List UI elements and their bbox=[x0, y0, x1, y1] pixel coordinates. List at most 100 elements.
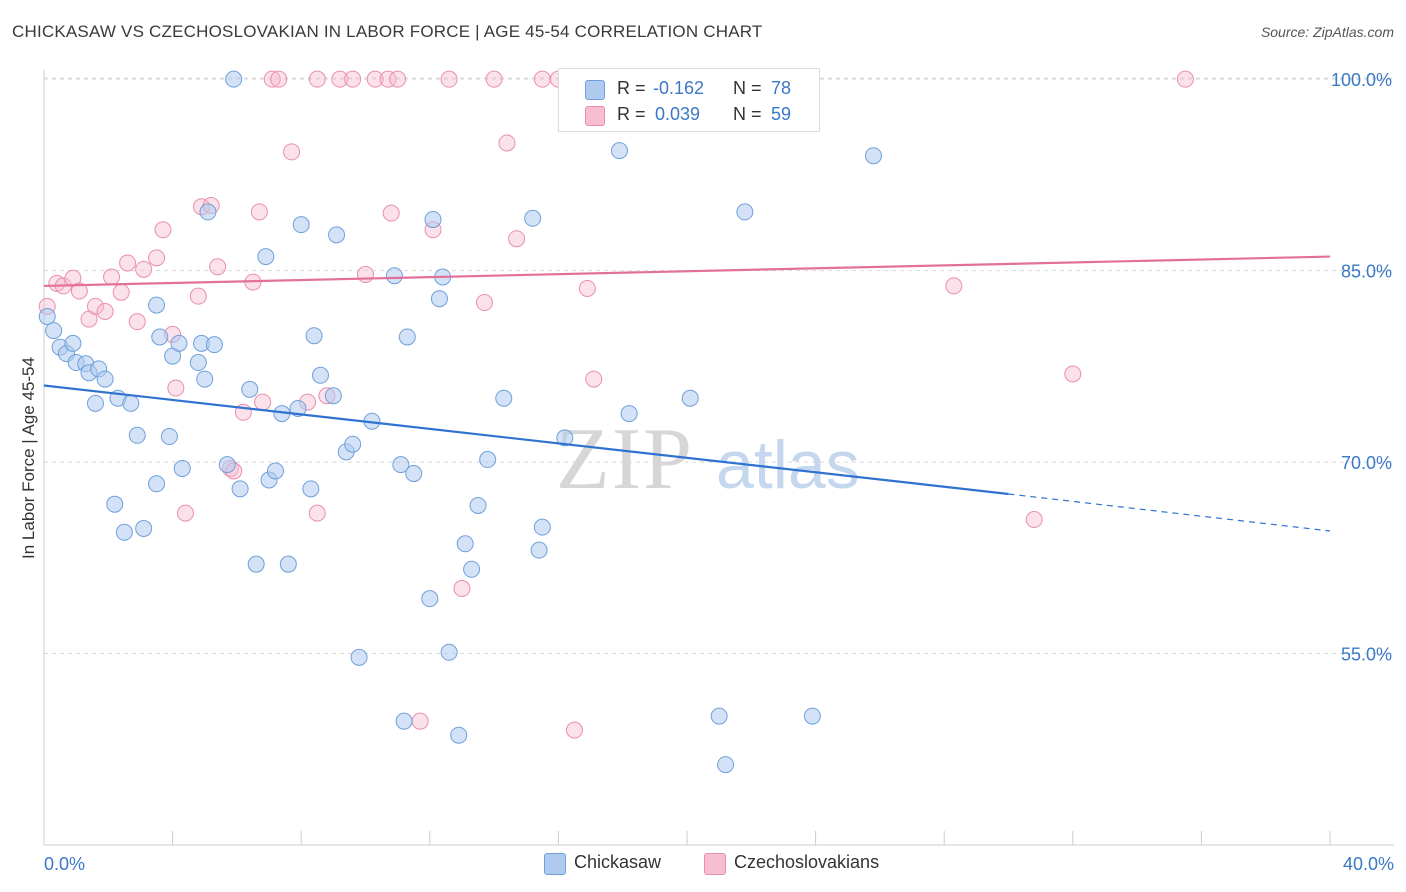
czechoslovakians-point bbox=[498, 134, 516, 152]
chickasaw-trend-line bbox=[43, 384, 1009, 496]
czechoslovakians-point bbox=[135, 260, 153, 278]
czechoslovakians-point bbox=[508, 230, 526, 248]
chickasaw-point bbox=[421, 590, 439, 608]
czechoslovakians-point bbox=[148, 249, 166, 267]
chart-source: Source: ZipAtlas.com bbox=[1260, 24, 1394, 40]
chickasaw-point bbox=[45, 322, 63, 340]
x-tick-label: 0.0% bbox=[44, 854, 85, 874]
czechoslovakians-point bbox=[263, 70, 281, 88]
chickasaw-point bbox=[456, 535, 474, 553]
czechoslovakians-point bbox=[167, 379, 185, 397]
chickasaw-point bbox=[257, 248, 275, 266]
legend-n-label: N = bbox=[733, 78, 762, 98]
chickasaw-point bbox=[86, 394, 104, 412]
czechoslovakians-point bbox=[254, 393, 272, 411]
chickasaw-point bbox=[241, 380, 259, 398]
chickasaw-point bbox=[279, 555, 297, 573]
chart-title: CHICKASAW VS CZECHOSLOVAKIAN IN LABOR FO… bbox=[12, 22, 763, 41]
czechoslovakians-point bbox=[86, 297, 104, 315]
y-tick-label: 55.0% bbox=[1341, 645, 1392, 665]
czechoslovakians-point bbox=[440, 70, 458, 88]
czechoslovakians-point bbox=[585, 370, 603, 388]
chickasaw-point bbox=[305, 327, 323, 345]
chickasaw-point bbox=[292, 216, 310, 234]
chickasaw-point bbox=[864, 147, 882, 165]
chickasaw-point bbox=[479, 451, 497, 469]
czechoslovakians-point bbox=[578, 279, 596, 297]
chickasaw-point bbox=[189, 354, 207, 372]
correlation-legend: R = -0.162 N = 78 R = 0.039 N = 59 bbox=[558, 68, 820, 132]
czechoslovakians-point bbox=[382, 204, 400, 222]
chickasaw-point bbox=[106, 495, 124, 513]
chickasaw-point bbox=[620, 405, 638, 423]
chickasaw-point bbox=[385, 267, 403, 285]
chickasaw-point bbox=[469, 496, 487, 514]
czechoslovakians-point bbox=[128, 313, 146, 331]
czechoslovakians-point bbox=[945, 277, 963, 295]
chickasaw-point bbox=[324, 387, 342, 405]
chickasaw-point bbox=[395, 712, 413, 730]
chickasaw-point bbox=[128, 426, 146, 444]
chickasaw-point bbox=[289, 399, 307, 417]
czechoslovakians-point bbox=[1176, 70, 1194, 88]
chickasaw-point bbox=[328, 226, 346, 244]
legend-label-chickasaw: Chickasaw bbox=[574, 852, 662, 872]
czechoslovakians-point bbox=[344, 70, 362, 88]
chickasaw-point bbox=[398, 328, 416, 346]
chickasaw-point bbox=[64, 334, 82, 352]
chickasaw-point bbox=[717, 756, 735, 774]
czechoslovakians-point bbox=[250, 203, 268, 221]
chickasaw-point bbox=[430, 290, 448, 308]
chickasaw-point bbox=[247, 555, 265, 573]
chickasaw-point bbox=[710, 707, 728, 725]
czechoslovakians-point bbox=[209, 258, 227, 276]
chickasaw-point bbox=[392, 456, 410, 474]
axes bbox=[43, 70, 1394, 846]
chickasaw-trend-extension bbox=[1008, 493, 1331, 532]
czechoslovakians-point bbox=[366, 70, 384, 88]
czechoslovakians-point bbox=[485, 70, 503, 88]
czechoslovakians-point bbox=[154, 221, 172, 239]
czechoslovakians-point bbox=[331, 70, 349, 88]
czechoslovakians-point bbox=[411, 712, 429, 730]
chickasaw-point bbox=[524, 209, 542, 227]
czechoslovakians-point bbox=[189, 287, 207, 305]
czechoslovakians-point bbox=[389, 70, 407, 88]
czechoslovakians-point bbox=[453, 579, 471, 597]
chickasaw-point bbox=[196, 370, 214, 388]
czechoslovakians-point bbox=[103, 268, 121, 286]
legend-label-czechoslovakians: Czechoslovakians bbox=[734, 852, 880, 872]
chickasaw-point bbox=[556, 429, 574, 447]
czechoslovakians-point bbox=[379, 70, 397, 88]
chickasaw-points bbox=[38, 70, 882, 774]
legend-n-label: N = bbox=[733, 104, 762, 124]
czechoslovakians-point bbox=[96, 302, 114, 320]
chickasaw-point bbox=[463, 560, 481, 578]
tick-labels: 55.0% 70.0% 85.0% 100.0% 0.0% 40.0% bbox=[44, 70, 1394, 874]
y-tick-label: 70.0% bbox=[1341, 453, 1392, 473]
chickasaw-point bbox=[424, 211, 442, 229]
watermark-zip: ZIP bbox=[556, 411, 694, 508]
legend-swatch-chickasaw bbox=[585, 80, 605, 100]
chickasaw-point bbox=[148, 475, 166, 493]
legend-n-value: 59 bbox=[771, 104, 792, 124]
chickasaw-point bbox=[405, 465, 423, 483]
chickasaw-point bbox=[160, 428, 178, 446]
x-tick-label: 40.0% bbox=[1343, 854, 1394, 874]
czechoslovakians-point bbox=[119, 254, 137, 272]
chickasaw-point bbox=[736, 203, 754, 221]
czechoslovakians-point bbox=[270, 70, 288, 88]
czechoslovakians-point bbox=[1064, 365, 1082, 383]
chickasaw-point bbox=[440, 643, 458, 661]
czechoslovakians-point bbox=[112, 283, 130, 301]
chickasaw-point bbox=[311, 366, 329, 384]
chickasaw-point bbox=[173, 459, 191, 477]
chickasaw-point bbox=[530, 541, 548, 559]
chickasaw-point bbox=[151, 328, 169, 346]
grid-lines bbox=[44, 77, 1394, 655]
chickasaw-point bbox=[610, 142, 628, 160]
trend-lines bbox=[43, 255, 1331, 532]
czechoslovakians-point bbox=[283, 143, 301, 161]
chickasaw-point bbox=[302, 480, 320, 498]
chickasaw-point bbox=[205, 336, 223, 354]
